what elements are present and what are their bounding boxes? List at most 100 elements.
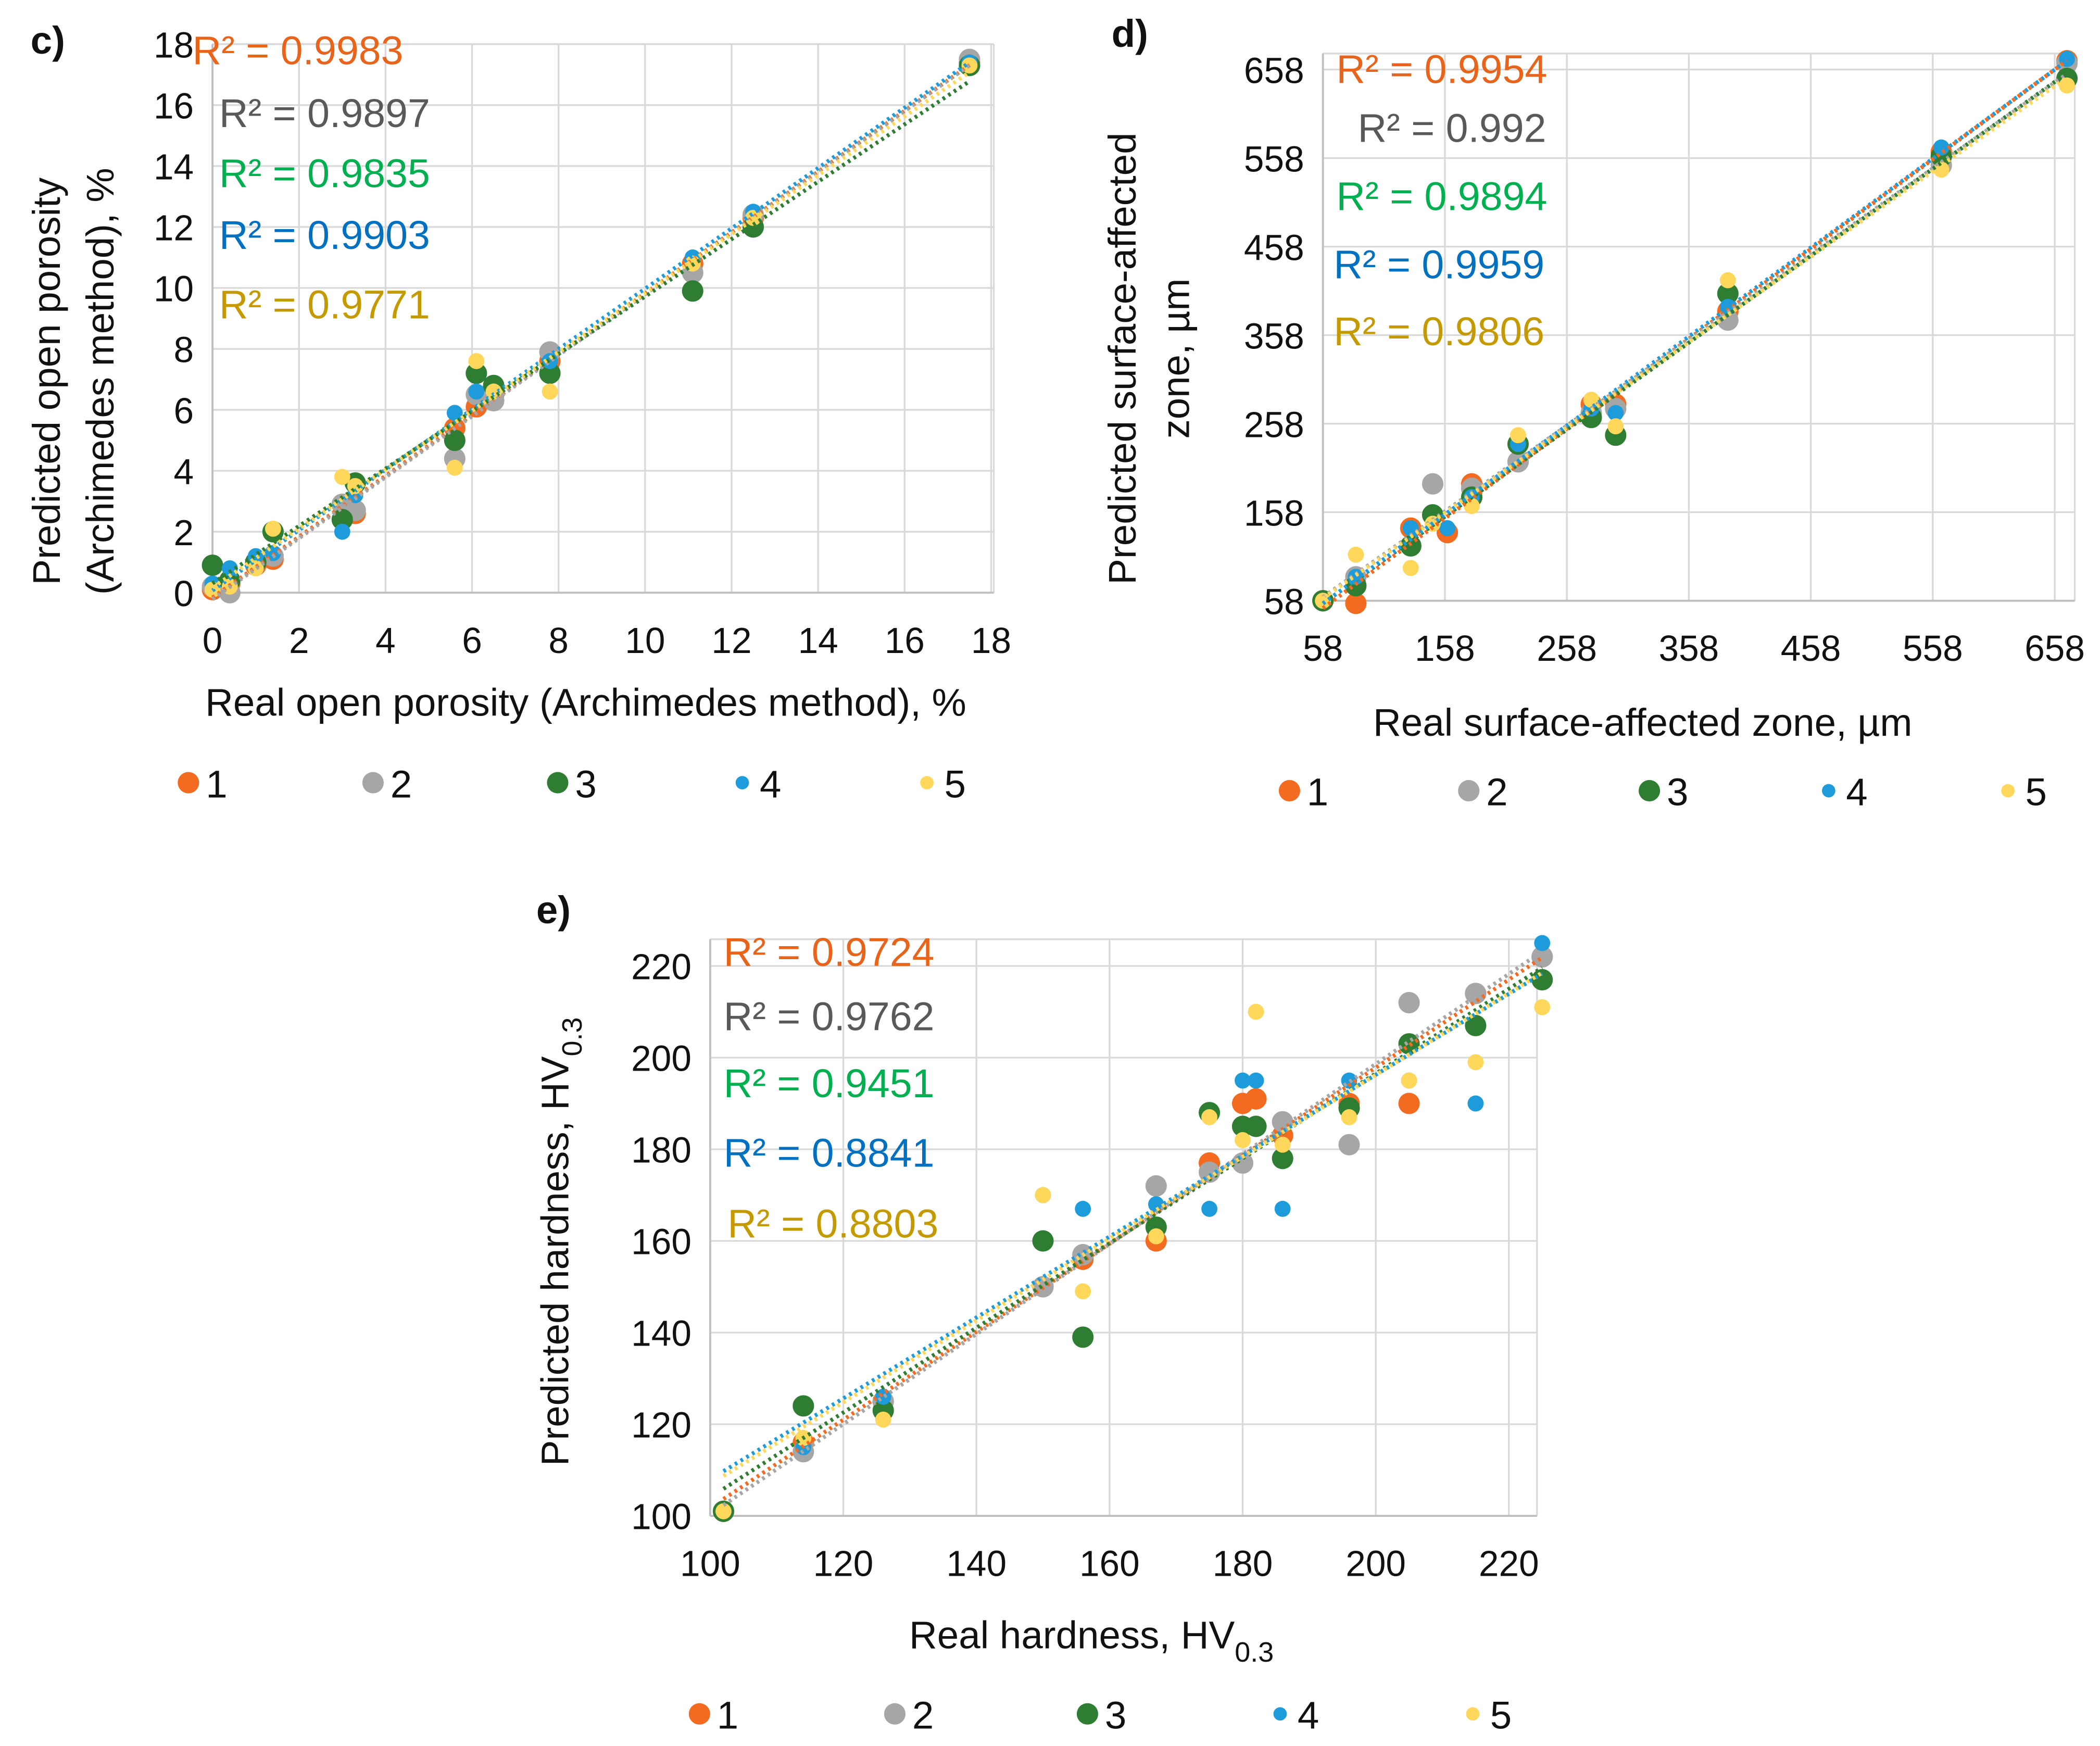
y-axis-title: zone, µm: [1154, 279, 1198, 439]
trendline-series-2: [722, 950, 1543, 1507]
legend-marker: [1458, 780, 1480, 802]
r2-label: R² = 0.9771: [219, 283, 430, 328]
y-tick-label: 100: [631, 1497, 691, 1537]
y-tick-label: 180: [631, 1130, 691, 1171]
data-point: [1534, 999, 1551, 1015]
data-point: [1245, 1088, 1267, 1110]
data-point: [1032, 1230, 1054, 1252]
x-axis-title-text: Real open porosity (Archimedes method), …: [205, 681, 966, 724]
x-tick-label: 6: [462, 620, 482, 661]
y-axis-title: Predicted open porosity: [25, 177, 68, 585]
legend-label: 2: [1486, 771, 1507, 814]
series-5: [715, 999, 1551, 1519]
legend-label: 1: [717, 1694, 738, 1737]
data-point: [1348, 546, 1364, 563]
panel-label: e): [536, 888, 571, 932]
data-point: [1465, 1014, 1487, 1037]
y-axis-title: (Archimedes method), %: [79, 168, 122, 595]
data-point: [542, 383, 558, 400]
y-tick-label: 6: [174, 391, 194, 431]
x-tick-label: 158: [1415, 628, 1475, 669]
data-point: [334, 523, 350, 540]
data-point: [1248, 1072, 1264, 1089]
data-point: [444, 430, 466, 451]
data-point: [1274, 1201, 1291, 1217]
y-tick-label: 358: [1244, 316, 1304, 356]
data-point: [1235, 1072, 1251, 1089]
legend-marker: [884, 1703, 906, 1725]
series-5: [1315, 77, 2075, 609]
panel-label: c): [31, 19, 65, 62]
x-tick-label: 180: [1213, 1543, 1273, 1584]
x-axis-title-text: Real hardness, HV: [909, 1613, 1235, 1656]
data-point: [331, 509, 353, 531]
r2-label: R² = 0.9835: [219, 152, 430, 196]
data-point: [875, 1411, 891, 1428]
r2-label: R² = 0.9897: [219, 91, 430, 136]
legend-label: 2: [391, 762, 412, 806]
y-tick-label: 12: [154, 208, 194, 248]
legend-label: 3: [1105, 1694, 1126, 1737]
data-point: [1531, 969, 1553, 991]
y-tick-label: 558: [1244, 139, 1304, 179]
legend-marker: [547, 772, 569, 794]
x-tick-label: 14: [798, 620, 838, 661]
x-tick-label: 160: [1079, 1543, 1140, 1584]
data-point: [1398, 1092, 1420, 1114]
r2-label: R² = 0.8841: [724, 1130, 935, 1175]
x-axis-title: Real hardness, HV0.3: [909, 1613, 1274, 1668]
y-axis-title-text: Predicted surface-affected: [1101, 132, 1144, 584]
x-tick-label: 120: [813, 1543, 874, 1584]
r2-label: R² = 0.9724: [724, 930, 935, 975]
legend-marker: [1278, 780, 1300, 802]
y-axis-title: Predicted hardness, HV0.3: [534, 1017, 588, 1466]
data-point: [2059, 51, 2075, 67]
trendline-series-3: [722, 966, 1543, 1491]
legend-marker: [2001, 784, 2015, 798]
data-point: [1201, 1109, 1217, 1125]
legend-marker: [178, 772, 199, 794]
chart-e: 100 120 140 160 180 200 220 100 120 140 160 180 200 2…: [534, 888, 1553, 1737]
y-axis-title-text: zone, µm: [1154, 279, 1198, 439]
r2-label: R² = 0.9959: [1334, 242, 1544, 287]
x-axis-title: Real surface-affected zone, µm: [1373, 701, 1912, 744]
x-tick-label: 558: [1903, 628, 1963, 669]
y-tick-label: 140: [631, 1313, 691, 1354]
data-point: [1465, 983, 1487, 1004]
legend: 1 2 3 4 5: [178, 762, 966, 806]
legend-label: 5: [2026, 771, 2047, 814]
data-point: [1341, 1109, 1357, 1125]
trendline-series-4: [722, 972, 1543, 1473]
data-point: [1345, 593, 1367, 614]
data-point: [1235, 1132, 1251, 1148]
y-tick-label: 18: [154, 24, 194, 65]
data-point: [1201, 1201, 1217, 1217]
x-tick-label: 18: [971, 620, 1011, 661]
r2-label: R² = 0.9762: [724, 994, 935, 1039]
legend-marker: [920, 776, 934, 789]
data-point: [468, 383, 485, 400]
legend-label: 5: [945, 762, 966, 806]
trendline-series-1: [722, 956, 1543, 1501]
y-axis-title-text: Predicted hardness, HV: [534, 1056, 577, 1466]
r2-label: R² = 0.9983: [193, 28, 404, 73]
trendline-series-3: [211, 79, 971, 585]
legend-marker: [1273, 1707, 1287, 1721]
trendline-series-5: [211, 70, 971, 589]
data-point: [202, 554, 223, 576]
data-point: [1607, 405, 1624, 421]
data-point: [1148, 1228, 1164, 1245]
data-point: [1274, 1136, 1291, 1153]
x-tick-label: 4: [375, 620, 396, 661]
data-point: [1072, 1326, 1094, 1348]
data-point: [265, 520, 281, 537]
data-point: [1439, 520, 1455, 536]
data-point: [1075, 1283, 1091, 1300]
legend: 1 2 3 4 5: [1278, 771, 2047, 814]
x-axis-title: Real open porosity (Archimedes method), …: [205, 681, 966, 724]
data-point: [682, 280, 703, 302]
x-tick-label: 258: [1537, 628, 1597, 669]
y-tick-label: 0: [174, 573, 194, 614]
x-axis-title-text: Real surface-affected zone, µm: [1373, 701, 1912, 744]
